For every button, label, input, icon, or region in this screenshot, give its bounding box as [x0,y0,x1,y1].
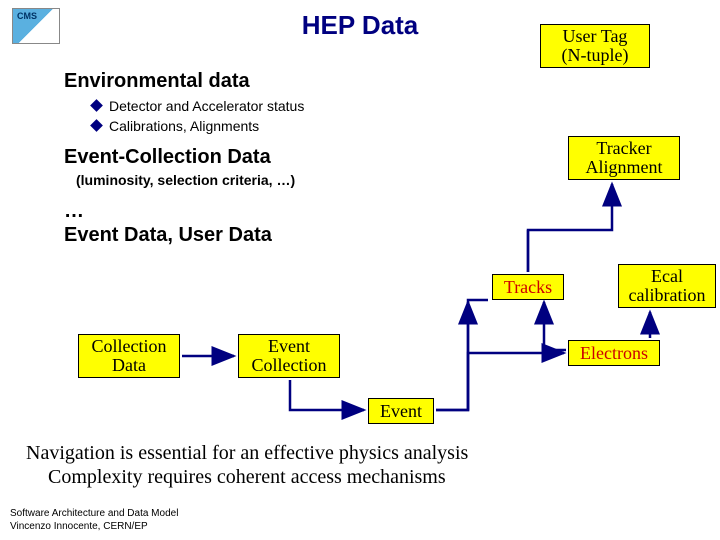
env-bullet-2: Calibrations, Alignments [92,118,259,134]
node-user-tag-l2: (N-tuple) [562,46,629,65]
node-ecal-l2: calibration [629,286,706,305]
bottom-line-2: Complexity requires coherent access mech… [48,466,446,489]
footer-line-1: Software Architecture and Data Model [10,508,178,521]
env-bullet-2-text: Calibrations, Alignments [109,118,259,134]
node-user-tag-l1: User Tag [563,27,628,46]
node-electrons: Electrons [568,340,660,366]
env-bullet-1-text: Detector and Accelerator status [109,98,304,114]
node-collection-data-l1: Collection [92,337,167,356]
node-tracker: Tracker Alignment [568,136,680,180]
node-tracker-l2: Alignment [586,158,663,177]
env-data-heading: Environmental data [64,70,250,93]
ellipsis: … [64,200,84,223]
node-event-collection-l2: Collection [252,356,327,375]
evcol-heading: Event-Collection Data [64,146,271,169]
node-event: Event [368,398,434,424]
node-event-collection-l1: Event [268,337,310,356]
node-event-collection: Event Collection [238,334,340,378]
node-collection-data-l2: Data [112,356,146,375]
node-ecal: Ecal calibration [618,264,716,308]
evcol-note: (luminosity, selection criteria, …) [76,172,295,188]
footer-line-2: Vincenzo Innocente, CERN/EP [10,521,148,534]
bottom-line-1: Navigation is essential for an effective… [26,442,468,465]
node-ecal-l1: Ecal [651,267,683,286]
node-tracks: Tracks [492,274,564,300]
evdata-heading: Event Data, User Data [64,224,272,247]
env-bullet-1: Detector and Accelerator status [92,98,304,114]
node-electrons-text: Electrons [580,343,648,364]
node-tracker-l1: Tracker [596,139,651,158]
node-event-text: Event [380,401,422,422]
node-tracks-text: Tracks [504,277,552,298]
node-user-tag: User Tag (N-tuple) [540,24,650,68]
node-collection-data: Collection Data [78,334,180,378]
